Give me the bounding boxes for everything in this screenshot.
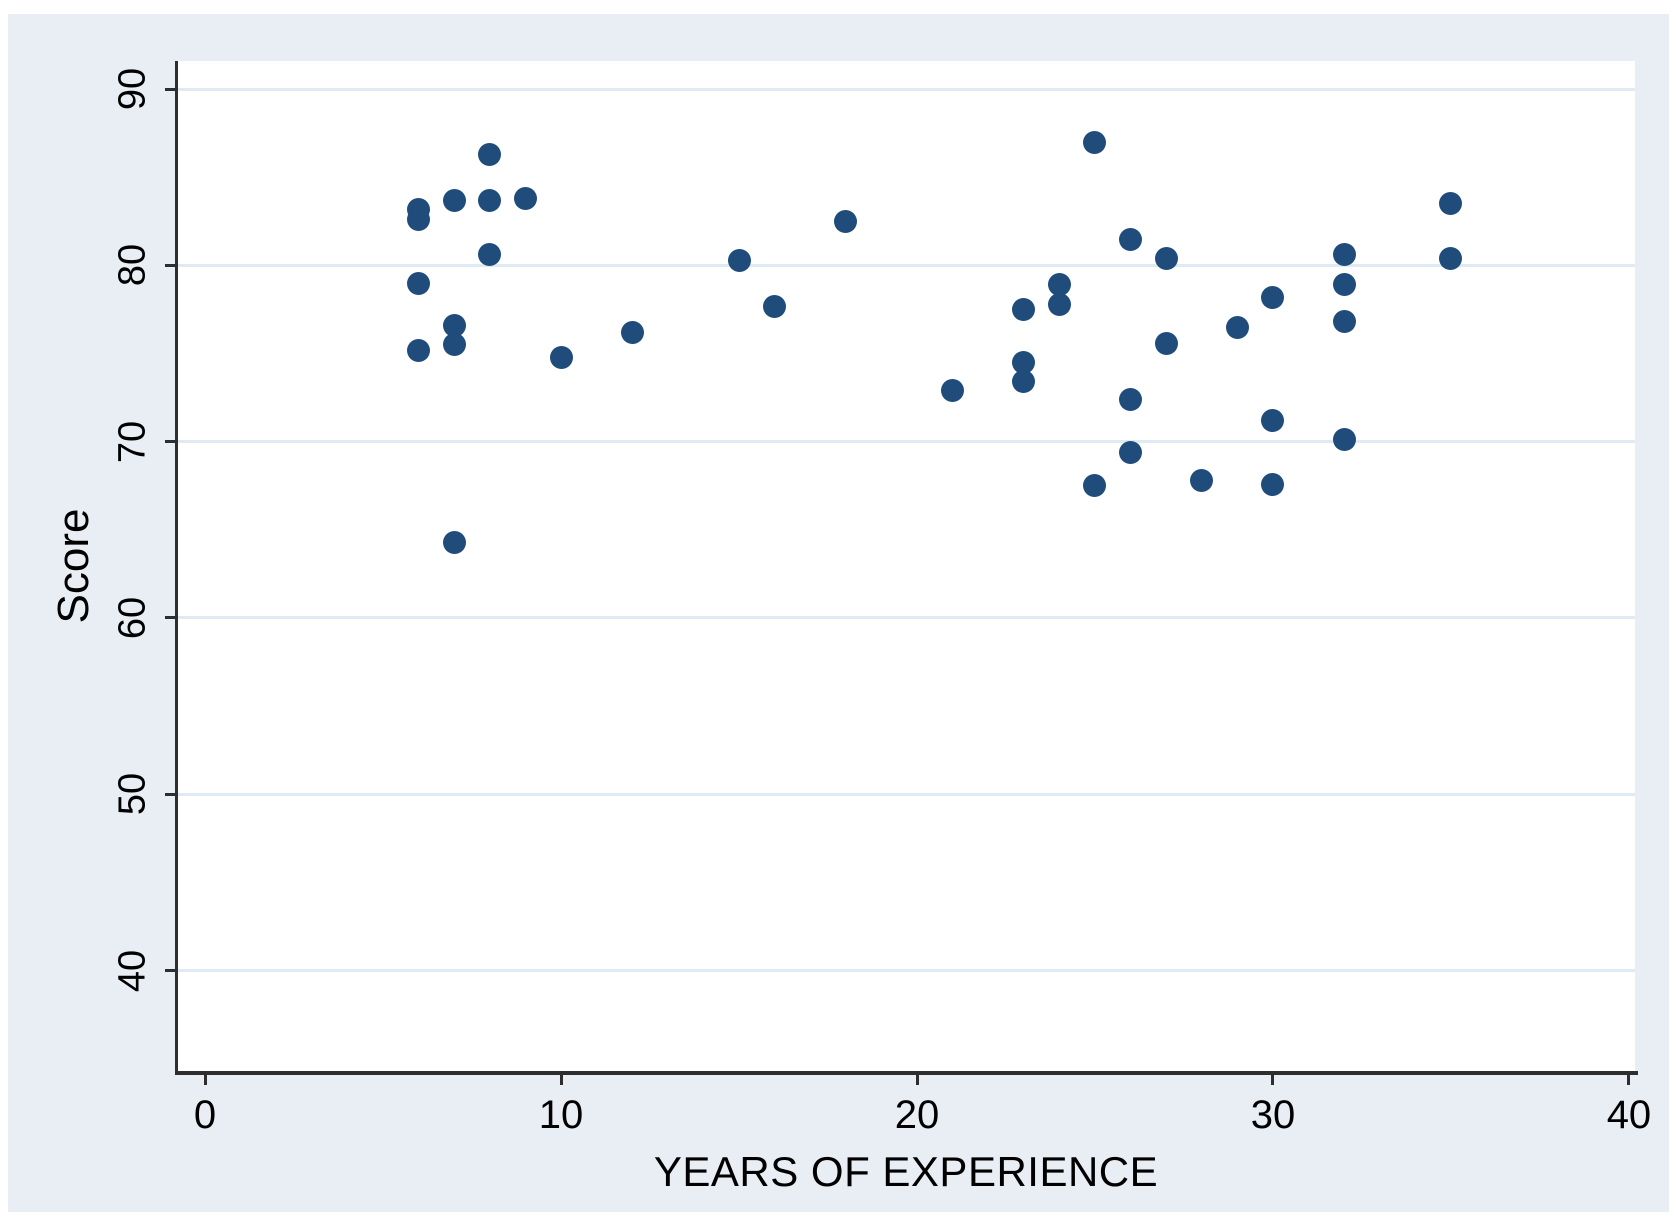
data-point [478, 142, 502, 166]
x-axis-line [175, 1071, 1638, 1075]
x-tick-0 [203, 1071, 207, 1085]
x-tick-10 [559, 1071, 563, 1085]
data-point [478, 188, 502, 212]
x-tick-20 [915, 1071, 919, 1085]
y-tick-70 [165, 440, 178, 444]
y-tick-label: 80 [111, 244, 154, 287]
data-point [1439, 246, 1463, 270]
x-tick-label: 0 [193, 1093, 217, 1137]
y-axis-title: Score [49, 508, 98, 624]
data-point [620, 320, 644, 344]
data-point [1119, 227, 1143, 251]
data-point [1119, 440, 1143, 464]
data-point [407, 271, 431, 295]
scatter-figure: 40 50 60 70 80 90 0 10 20 30 40 Score YEARS OF EXP… [8, 14, 1669, 1212]
data-point [407, 208, 431, 232]
data-point [1190, 469, 1214, 492]
gridline-y-80 [178, 263, 1635, 267]
data-point [941, 379, 965, 403]
data-point [727, 248, 751, 272]
data-point [1012, 298, 1036, 322]
data-point [1047, 292, 1071, 316]
x-tick-30 [1271, 1071, 1275, 1085]
data-point [1261, 472, 1285, 496]
gridline-y-90 [178, 87, 1635, 91]
gridline-y-50 [178, 792, 1635, 796]
x-axis-title: YEARS OF EXPERIENCE [653, 1148, 1159, 1195]
data-point [442, 530, 466, 554]
y-axis-line [175, 61, 178, 1075]
data-point [834, 209, 858, 233]
data-point [513, 186, 537, 210]
gridline-y-40 [178, 969, 1635, 973]
data-point [1225, 315, 1249, 339]
y-tick-label: 40 [111, 949, 154, 992]
data-point [442, 313, 466, 337]
data-point [1154, 246, 1178, 270]
data-point [442, 333, 466, 357]
gridline-y-60 [178, 616, 1635, 620]
data-point [1332, 310, 1356, 334]
x-tick-40 [1627, 1071, 1631, 1085]
y-tick-label: 60 [111, 596, 154, 640]
data-point [1261, 285, 1285, 309]
y-tick-50 [165, 792, 178, 796]
data-point [1332, 428, 1356, 452]
plot-area [178, 61, 1635, 1071]
y-tick-90 [165, 87, 178, 91]
data-point [1261, 409, 1285, 433]
y-tick-label: 50 [111, 773, 154, 816]
x-tick-label: 20 [894, 1093, 940, 1137]
x-tick-label: 10 [538, 1093, 584, 1137]
y-tick-label: 70 [111, 420, 154, 463]
data-point [442, 188, 466, 212]
gridline-y-70 [178, 440, 1635, 444]
x-tick-label: 40 [1606, 1093, 1652, 1137]
data-point [549, 345, 573, 369]
data-point [1332, 243, 1356, 267]
x-tick-label: 30 [1250, 1093, 1296, 1137]
data-point [407, 338, 431, 362]
data-point [1012, 370, 1036, 394]
data-point [1154, 331, 1178, 355]
data-point [478, 243, 502, 267]
data-point [1012, 350, 1036, 374]
y-tick-label: 90 [111, 68, 154, 111]
data-point [1083, 130, 1107, 154]
data-point [763, 294, 787, 318]
y-tick-60 [165, 616, 178, 620]
data-point [1083, 474, 1107, 498]
data-point [1047, 273, 1071, 297]
y-tick-80 [165, 263, 178, 267]
data-point [1439, 192, 1463, 216]
y-tick-40 [165, 969, 178, 973]
data-point [1119, 387, 1143, 411]
data-point [1332, 273, 1356, 297]
